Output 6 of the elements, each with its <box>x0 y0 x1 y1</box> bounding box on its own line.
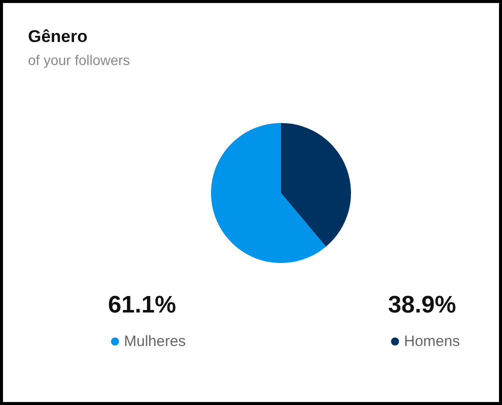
chart-title: Gênero <box>28 27 88 46</box>
data-label: 38.9% <box>388 292 456 318</box>
data-label: 61.1% <box>108 292 176 318</box>
legend-label: Homens <box>404 333 460 350</box>
legend-label: Mulheres <box>124 333 186 350</box>
chart-subtitle: of your followers <box>28 52 130 68</box>
